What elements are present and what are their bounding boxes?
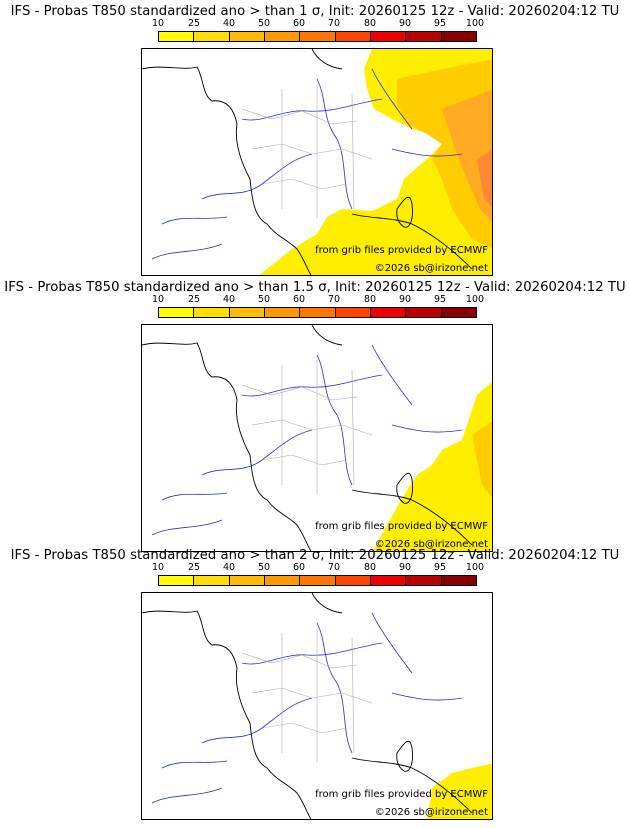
colorbar-swatch: [264, 32, 301, 41]
map-svg: [142, 49, 492, 275]
colorbar-swatch: [335, 32, 371, 41]
scale-labels: 10 25 40 50 60 70 80 90 95 100: [142, 294, 494, 306]
coastlines: [142, 325, 473, 551]
map-frame: from grib files provided by ECMWF ©2026 …: [141, 592, 493, 820]
scale-label: 25: [187, 294, 201, 305]
scale-label: 90: [398, 294, 412, 305]
panel-3: IFS - Probas T850 standardized ano > tha…: [0, 544, 630, 820]
scale-label: 70: [327, 18, 341, 29]
admin-borders: [241, 84, 373, 219]
scale-label: 25: [187, 18, 201, 29]
colorbar-swatch: [441, 32, 476, 41]
scale-label: 100: [465, 562, 485, 573]
scale-label: 100: [465, 18, 485, 29]
colorbar-swatch: [406, 32, 442, 41]
scale-label: 70: [327, 294, 341, 305]
scale-label: 95: [433, 18, 447, 29]
scale-label: 10: [151, 562, 165, 573]
colorbar-swatch: [300, 32, 336, 41]
colorbar-swatch: [406, 576, 442, 585]
map-svg: [142, 593, 492, 819]
colorbar-swatch: [229, 576, 265, 585]
scale-label: 60: [292, 294, 306, 305]
scale-label: 40: [222, 18, 236, 29]
map-svg: [142, 325, 492, 551]
scale-labels: 10 25 40 50 60 70 80 90 95 100: [142, 562, 494, 574]
river-lines: [151, 68, 463, 260]
river-lines: [151, 344, 463, 536]
panel-2: IFS - Probas T850 standardized ano > tha…: [0, 276, 630, 552]
data-credit: from grib files provided by ECMWF: [315, 789, 488, 800]
river-lines: [151, 612, 463, 804]
scale-labels: 10 25 40 50 60 70 80 90 95 100: [142, 18, 494, 30]
colorbar-swatch: [229, 32, 265, 41]
scale-label: 50: [257, 18, 271, 29]
scale-label: 40: [222, 294, 236, 305]
colorbar: [158, 575, 477, 586]
colorbar-swatch: [194, 308, 230, 317]
scale-label: 90: [398, 562, 412, 573]
map-frame: from grib files provided by ECMWF ©2026 …: [141, 324, 493, 552]
colorbar-swatch: [264, 576, 301, 585]
probability-shading: [427, 763, 492, 819]
colorbar-swatch: [370, 32, 407, 41]
scale-label: 10: [151, 294, 165, 305]
scale-label: 70: [327, 562, 341, 573]
admin-borders: [241, 628, 373, 763]
map-frame: from grib files provided by ECMWF ©2026 …: [141, 48, 493, 276]
scale-label: 90: [398, 18, 412, 29]
copyright: ©2026 sb@irizone.net: [374, 263, 488, 274]
colorbar-swatch: [159, 308, 195, 317]
panel-title: IFS - Probas T850 standardized ano > tha…: [4, 280, 626, 295]
scale-label: 50: [257, 294, 271, 305]
scale-label: 95: [433, 294, 447, 305]
colorbar-swatch: [406, 308, 442, 317]
colorbar-swatch: [335, 308, 371, 317]
colorbar-swatch: [194, 32, 230, 41]
scale-label: 60: [292, 18, 306, 29]
scale-label: 10: [151, 18, 165, 29]
colorbar-swatch: [159, 32, 195, 41]
colorbar-swatch: [300, 308, 336, 317]
colorbar-swatch: [335, 576, 371, 585]
colorbar-swatch: [264, 308, 301, 317]
coastlines: [142, 593, 473, 819]
scale-label: 80: [363, 18, 377, 29]
coastlines: [142, 49, 473, 275]
scale-label: 80: [363, 294, 377, 305]
colorbar: [158, 31, 477, 42]
panel-1: IFS - Probas T850 standardized ano > tha…: [0, 0, 630, 276]
data-credit: from grib files provided by ECMWF: [315, 521, 488, 532]
scale-label: 40: [222, 562, 236, 573]
colorbar-swatch: [229, 308, 265, 317]
colorbar-swatch: [194, 576, 230, 585]
data-credit: from grib files provided by ECMWF: [315, 245, 488, 256]
colorbar-swatch: [159, 576, 195, 585]
colorbar-swatch: [441, 576, 476, 585]
scale-label: 80: [363, 562, 377, 573]
scale-label: 25: [187, 562, 201, 573]
colorbar-swatch: [370, 576, 407, 585]
scale-label: 50: [257, 562, 271, 573]
copyright: ©2026 sb@irizone.net: [374, 807, 488, 818]
colorbar-swatch: [370, 308, 407, 317]
probability-shading: [259, 49, 492, 275]
admin-borders: [241, 360, 373, 495]
scale-label: 95: [433, 562, 447, 573]
probability-shading: [373, 381, 492, 551]
panel-title: IFS - Probas T850 standardized ano > tha…: [10, 4, 620, 19]
colorbar: [158, 307, 477, 318]
copyright: ©2026 sb@irizone.net: [374, 539, 488, 550]
colorbar-swatch: [441, 308, 476, 317]
colorbar-swatch: [300, 576, 336, 585]
panel-title: IFS - Probas T850 standardized ano > tha…: [10, 548, 620, 563]
scale-label: 100: [465, 294, 485, 305]
scale-label: 60: [292, 562, 306, 573]
